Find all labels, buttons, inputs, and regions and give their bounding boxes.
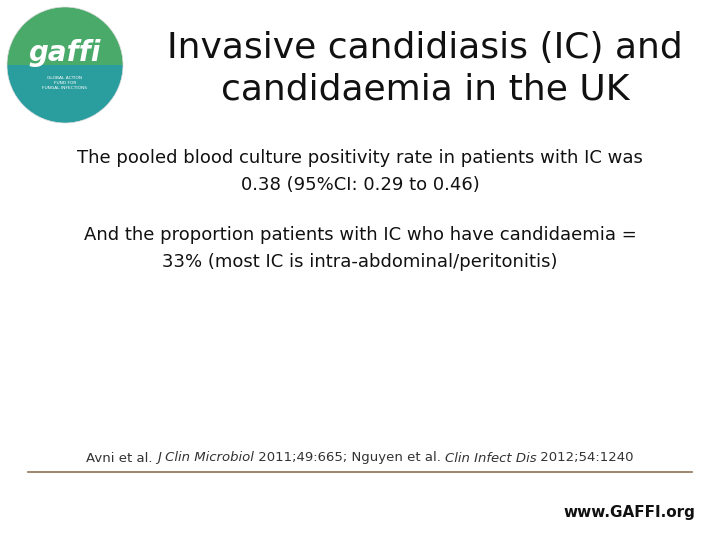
Text: gaffi: gaffi	[29, 39, 102, 67]
Text: 33% (most IC is intra-abdominal/peritonitis): 33% (most IC is intra-abdominal/peritoni…	[162, 253, 558, 271]
Text: J Clin Microbiol: J Clin Microbiol	[157, 451, 253, 464]
Text: www.GAFFI.org: www.GAFFI.org	[563, 504, 695, 519]
Text: 0.38 (95%CI: 0.29 to 0.46): 0.38 (95%CI: 0.29 to 0.46)	[240, 176, 480, 194]
Text: Invasive candidiasis (IC) and: Invasive candidiasis (IC) and	[167, 31, 683, 65]
Text: candidaemia in the UK: candidaemia in the UK	[221, 73, 629, 107]
Text: And the proportion patients with IC who have candidaemia =: And the proportion patients with IC who …	[84, 226, 636, 244]
Text: Clin Infect Dis: Clin Infect Dis	[445, 451, 536, 464]
Wedge shape	[7, 7, 123, 65]
Text: The pooled blood culture positivity rate in patients with IC was: The pooled blood culture positivity rate…	[77, 149, 643, 167]
Text: 2011;49:665; Nguyen et al.: 2011;49:665; Nguyen et al.	[253, 451, 445, 464]
Text: Avni et al.: Avni et al.	[86, 451, 157, 464]
Text: 2012;54:1240: 2012;54:1240	[536, 451, 634, 464]
Text: GLOBAL ACTION
FUND FOR
FUNGAL INFECTIONS: GLOBAL ACTION FUND FOR FUNGAL INFECTIONS	[42, 76, 88, 90]
Wedge shape	[7, 65, 123, 123]
